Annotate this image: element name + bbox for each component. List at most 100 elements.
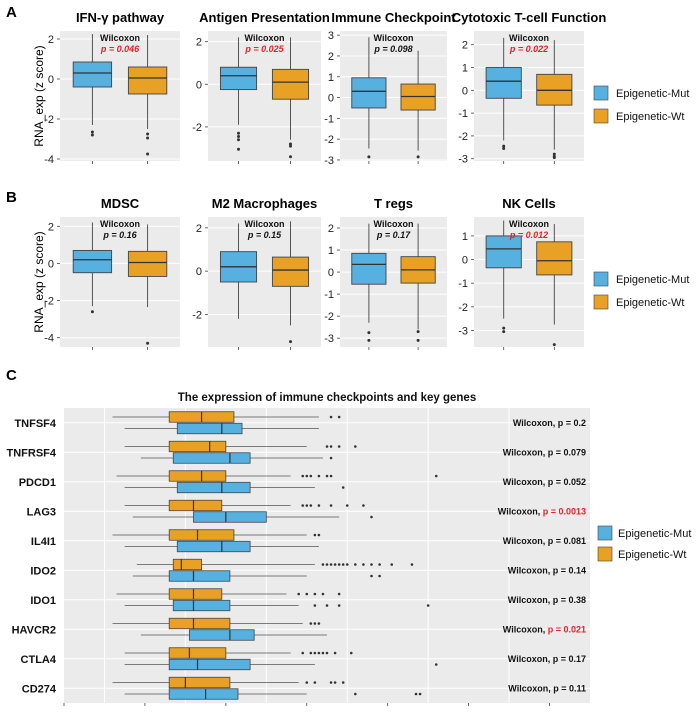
outlier-point (329, 681, 333, 684)
outlier-point (317, 474, 321, 478)
p-value: p = 0.2 (558, 418, 586, 428)
test-name: Wilcoxon, (508, 595, 553, 605)
y-tick-label: 0 (48, 74, 54, 86)
gene-row: LAG3 Wilcoxon, p = 0.0013 (27, 499, 590, 523)
outlier-point (237, 147, 241, 151)
p-value: p = 0.025 (244, 44, 284, 54)
legend-label-mut: Epigenetic-Mut (618, 528, 691, 540)
y-tick-label: -2 (44, 296, 54, 308)
box-wt (168, 588, 223, 600)
outlier-point (305, 681, 309, 684)
outlier-point (434, 663, 438, 666)
outlier-point (378, 563, 381, 566)
chart-title: The expression of immune checkpoints and… (178, 392, 476, 404)
outlier-point (341, 486, 345, 489)
outlier-point (410, 563, 414, 566)
box-wt (127, 250, 168, 277)
y-tick-label: -3 (458, 154, 468, 166)
outlier-point (301, 474, 305, 478)
gene-label: HAVCR2 (12, 624, 56, 636)
legend-label-wt: Epigenetic-Wt (616, 111, 684, 123)
box-wt (127, 66, 168, 95)
test-label: Wilcoxon (245, 219, 285, 229)
legend-label-wt: Epigenetic-Wt (618, 549, 686, 561)
legend: Epigenetic-Mut Epigenetic-Wt (593, 85, 689, 124)
p-value: p = 0.17 (553, 654, 586, 664)
outlier-point (329, 504, 333, 507)
outlier-point (333, 563, 337, 566)
test-label: Wilcoxon (374, 33, 414, 43)
outlier-point (370, 515, 373, 519)
legend-label-mut: Epigenetic-Mut (616, 88, 689, 100)
box-wt (168, 529, 235, 541)
outlier-point (288, 142, 292, 146)
outlier-point (345, 563, 349, 566)
y-tick-label: -3 (458, 325, 468, 337)
test-name: Wilcoxon, (508, 683, 553, 693)
subplot-title: MDSC (101, 196, 140, 211)
gene-label: TNFSF4 (14, 418, 56, 430)
legend-label-mut: Epigenetic-Mut (616, 274, 689, 286)
test-name: Wilcoxon, (503, 447, 548, 457)
outlier-point (317, 504, 321, 507)
box-wt (168, 617, 231, 630)
box-mut (351, 252, 387, 285)
p-value: p = 0.022 (509, 44, 548, 54)
outlier-point (329, 415, 333, 419)
outlier-point (305, 504, 309, 507)
outlier-point (325, 563, 329, 566)
y-tick-label: -1 (458, 278, 468, 290)
box-mut (219, 66, 258, 91)
y-tick-label: 0 (196, 79, 202, 91)
gene-label: IDO2 (30, 565, 56, 577)
outlier-point (309, 622, 313, 625)
outlier-point (321, 592, 325, 596)
y-tick-label: -1 (324, 289, 334, 301)
box-mut (176, 481, 251, 494)
test-name: Wilcoxon, (508, 654, 553, 664)
outlier-point (325, 604, 329, 607)
outlier-point (354, 563, 357, 566)
y-tick-label: 2 (48, 34, 54, 46)
test-name: Wilcoxon, (508, 565, 553, 575)
p-value: p = 0.16 (102, 230, 137, 240)
outlier-point (390, 563, 394, 566)
p-value: p = 0.38 (553, 595, 586, 605)
gene-row: IL4I1 Wilcoxon, p = 0.081 (31, 529, 590, 553)
p-value: p = 0.012 (509, 230, 548, 240)
outlier-point (416, 338, 420, 342)
box-mut (72, 249, 113, 274)
outlier-point (317, 622, 321, 625)
box-wt (168, 676, 231, 689)
y-tick-label: -4 (44, 333, 54, 345)
outlier-point (337, 592, 341, 596)
legend-swatch-mut (597, 525, 613, 541)
outlier-point (146, 152, 150, 156)
gene-label: PDCD1 (19, 477, 56, 489)
box-mut (172, 599, 231, 612)
y-tick-label: 2 (196, 37, 202, 49)
subplot-title: Cytotoxic T-cell Function (452, 10, 607, 25)
p-value: p = 0.11 (553, 683, 586, 693)
box-mut (351, 77, 387, 109)
p-value-label: Wilcoxon, p = 0.052 (503, 477, 586, 487)
outlier-point (90, 133, 94, 137)
y-tick-label: -2 (324, 134, 334, 146)
p-value-label: Wilcoxon, p = 0.0013 (498, 506, 586, 516)
box-mut (72, 61, 113, 88)
y-tick-label: 1 (328, 245, 334, 257)
outlier-point (288, 144, 292, 148)
y-tick-label: 3 (328, 30, 334, 42)
legend: Epigenetic-Mut Epigenetic-Wt (593, 271, 689, 310)
p-value-label: Wilcoxon, p = 0.14 (508, 565, 586, 575)
y-tick-label: 0 (328, 93, 334, 105)
outlier-point (362, 563, 365, 566)
test-label: Wilcoxon (374, 219, 414, 229)
p-value: p = 0.098 (373, 44, 412, 54)
legend-swatch-wt (597, 546, 613, 562)
box-wt (536, 241, 573, 276)
box-mut (168, 688, 239, 700)
outlier-point (333, 681, 337, 684)
